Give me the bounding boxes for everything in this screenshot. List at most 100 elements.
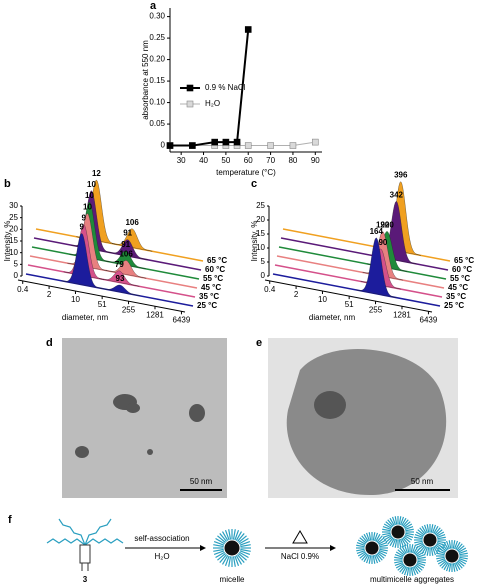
tail: [378, 541, 388, 547]
tail: [403, 523, 413, 530]
y-tick-label: 15: [9, 236, 18, 245]
tail: [411, 566, 417, 576]
x-tick-label: 1281: [146, 310, 164, 319]
tail: [401, 545, 408, 555]
y-tick-label: 25: [9, 213, 18, 222]
tail: [356, 541, 366, 547]
y-tick-label: 5: [14, 259, 19, 268]
tail: [215, 537, 226, 545]
aggregates: [356, 516, 468, 576]
tail: [232, 529, 236, 541]
tail: [397, 564, 406, 571]
tail: [417, 529, 426, 536]
tail: [411, 544, 417, 554]
series-label: 55 °C: [203, 274, 223, 283]
tail: [453, 562, 459, 572]
series-label: 35 °C: [199, 292, 219, 301]
tail: [458, 557, 468, 563]
tail: [416, 560, 426, 564]
peak-label: 9: [82, 213, 87, 222]
tail: [382, 528, 392, 532]
x-tick-label: 6439: [173, 315, 191, 324]
tail: [377, 539, 387, 546]
molecule-3: [46, 518, 124, 546]
tail: [434, 529, 443, 536]
core: [402, 552, 418, 568]
tail: [402, 536, 409, 545]
series-label: 25 °C: [444, 301, 464, 310]
tail: [357, 539, 367, 546]
tail: [445, 540, 451, 550]
core: [223, 539, 241, 557]
tail: [410, 566, 414, 576]
x-tick-label: 255: [122, 305, 136, 314]
y-tick-label: 0.05: [149, 119, 165, 128]
peak-label: 164: [370, 227, 384, 236]
tail: [383, 534, 393, 541]
y-axis-label: Intensity, %: [3, 221, 12, 262]
tail: [458, 556, 468, 560]
tail: [423, 546, 429, 556]
tail: [416, 556, 426, 560]
peak-label: 342: [390, 190, 404, 199]
panel-label: d: [46, 337, 53, 349]
step-label: NaCl 0.9%: [281, 552, 319, 561]
data-point: [166, 142, 174, 149]
tail: [387, 519, 394, 528]
core: [364, 540, 380, 556]
data-point: [211, 138, 219, 146]
tail: [430, 546, 434, 556]
x-tick-label: 30: [177, 156, 186, 165]
tem-aggregate: [286, 348, 447, 495]
micelle: [213, 529, 251, 567]
tail: [235, 554, 243, 565]
tail: [443, 561, 450, 571]
x-tick-label: 1281: [393, 310, 411, 319]
tail: [436, 536, 446, 540]
y-tick-label: 5: [261, 257, 266, 266]
scale-label: 50 nm: [411, 477, 434, 486]
tem-particles-d: [75, 394, 205, 458]
tail: [361, 552, 368, 561]
tail: [361, 535, 368, 544]
tail: [236, 553, 245, 563]
tail: [456, 560, 465, 567]
tail: [378, 549, 388, 555]
baseline: [274, 264, 443, 298]
tail: [383, 523, 393, 530]
tail: [377, 550, 387, 557]
tail: [414, 536, 424, 540]
y-tick-label: 0.25: [149, 33, 165, 42]
panel-label: f: [8, 514, 12, 526]
tail: [378, 544, 388, 548]
tail: [217, 535, 227, 544]
series-label: 60 °C: [205, 265, 225, 274]
tail: [238, 537, 249, 545]
tail: [415, 531, 425, 538]
peak-label: 93: [116, 274, 125, 283]
tail: [365, 554, 371, 564]
peak-label: 106: [119, 250, 133, 259]
tail: [423, 524, 429, 534]
tail: [441, 560, 448, 569]
tail: [435, 531, 445, 538]
tail: [437, 558, 447, 565]
tail: [224, 555, 230, 567]
peak: [105, 260, 147, 279]
tail: [419, 527, 426, 536]
tail: [414, 533, 424, 539]
series-label: 25 °C: [197, 301, 217, 310]
arrowhead: [330, 545, 336, 551]
panel-label: b: [4, 178, 11, 190]
tail: [391, 538, 397, 548]
arrowhead: [200, 545, 206, 551]
tail: [415, 562, 425, 569]
x-tick-label: 80: [288, 156, 297, 165]
tail: [431, 524, 437, 534]
core: [444, 548, 460, 564]
tail: [400, 517, 407, 527]
data-point: [189, 142, 196, 149]
tail: [414, 564, 421, 573]
tail: [414, 564, 423, 571]
tail: [378, 548, 388, 552]
